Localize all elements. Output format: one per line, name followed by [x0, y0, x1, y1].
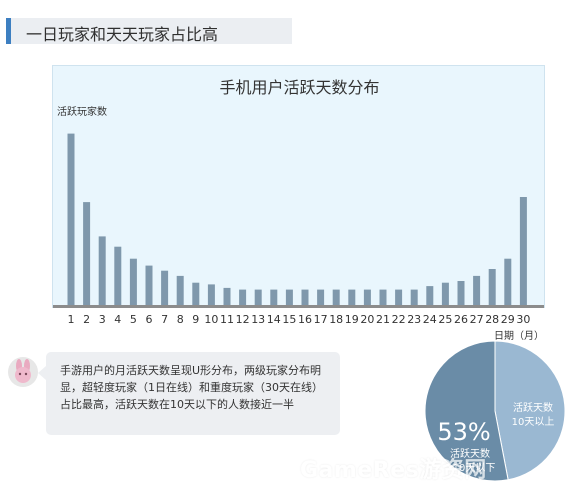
bar-day-28 [488, 269, 496, 305]
bar-day-24 [426, 286, 434, 305]
bar-day-7 [161, 270, 169, 305]
bar-day-2 [83, 202, 91, 305]
x-tick-label: 17 [314, 313, 328, 326]
bar-chart: 1 2 3 4 5 6 7 8 9 10 11 12 13 14 15 16 17 18 19 20 21 22 23 24 2… [53, 133, 544, 342]
bar-day-6 [145, 265, 153, 305]
x-tick-label: 16 [298, 313, 312, 326]
pie-right-label-line2: 10天以上 [511, 417, 555, 428]
bar-day-21 [379, 289, 387, 305]
x-tick-label: 7 [161, 313, 168, 326]
bunny-icon [15, 359, 31, 383]
x-tick-label: 24 [423, 313, 437, 326]
pie-slice-over-10-days [494, 340, 566, 481]
x-tick-label: 20 [360, 313, 374, 326]
bar-day-8 [176, 275, 184, 305]
bar-day-9 [192, 282, 200, 305]
bar-day-30 [519, 197, 527, 305]
bar-day-19 [348, 289, 356, 305]
bar-day-20 [363, 289, 371, 305]
bar-day-18 [332, 289, 340, 305]
pie-chart [424, 340, 566, 482]
x-tick-label: 18 [329, 313, 343, 326]
x-tick-label: 10 [204, 313, 218, 326]
bubble-tail [38, 366, 46, 380]
pie-left-label-line2: 10天以下 [452, 463, 496, 474]
x-tick-label: 14 [267, 313, 281, 326]
bar-day-11 [223, 287, 231, 305]
pie-percent: 53% [437, 418, 491, 446]
bar-day-10 [207, 284, 215, 305]
bar-day-3 [98, 236, 106, 305]
pie-right-label-line1: 活跃天数 [513, 403, 553, 414]
x-axis-line [53, 305, 544, 308]
x-tick-label: 12 [236, 313, 250, 326]
bar-day-22 [395, 289, 403, 305]
bar-day-27 [473, 275, 481, 305]
x-tick-label: 19 [345, 313, 359, 326]
x-tick-label: 3 [99, 313, 106, 326]
x-tick-label: 13 [251, 313, 265, 326]
bar-day-25 [441, 282, 449, 305]
pie-slice-under-10-days [424, 340, 509, 482]
x-tick-label: 2 [83, 313, 90, 326]
x-tick-label: 26 [454, 313, 468, 326]
x-tick-label: 9 [192, 313, 199, 326]
bar-day-29 [504, 258, 512, 305]
x-tick-label: 29 [501, 313, 515, 326]
y-axis-label: 活跃玩家数 [57, 107, 107, 118]
section-title: 一日玩家和天天玩家占比高 [26, 25, 219, 44]
x-tick-label: 28 [485, 313, 499, 326]
x-tick-label: 15 [282, 313, 296, 326]
bar-day-4 [114, 246, 122, 305]
bar-day-14 [270, 289, 278, 305]
x-tick-label: 4 [114, 313, 121, 326]
bar-day-23 [410, 289, 418, 305]
bar-day-16 [301, 289, 309, 305]
x-tick-label: 1 [68, 313, 75, 326]
x-tick-label: 22 [392, 313, 406, 326]
bar-day-17 [317, 289, 325, 305]
x-tick-label: 6 [146, 313, 153, 326]
x-tick-label: 25 [438, 313, 452, 326]
description-bubble: 手游用户的月活跃天数呈现U形分布，两级玩家分布明显，超轻度玩家（1日在线）和重度… [46, 352, 340, 435]
bar-day-15 [285, 289, 293, 305]
bar-day-12 [239, 289, 247, 305]
bar-day-26 [457, 281, 465, 305]
pie-left-label-line1: 活跃天数 [450, 449, 490, 460]
avatar [8, 357, 38, 387]
section-header: 一日玩家和天天玩家占比高 [6, 18, 292, 44]
chart-title: 手机用户活跃天数分布 [219, 78, 380, 97]
x-tick-label: 21 [376, 313, 390, 326]
x-tick-label: 23 [407, 313, 421, 326]
bar-day-5 [129, 258, 137, 305]
x-tick-label: 11 [220, 313, 234, 326]
watermark: GameRes游资网 [300, 458, 487, 483]
x-tick-label: 5 [130, 313, 137, 326]
bar-day-1 [67, 133, 75, 305]
x-tick-label: 8 [177, 313, 184, 326]
bar-day-13 [254, 289, 262, 305]
x-tick-label: 30 [516, 313, 530, 326]
x-axis-label: 日期（月） [494, 330, 544, 342]
x-tick-label: 27 [470, 313, 484, 326]
